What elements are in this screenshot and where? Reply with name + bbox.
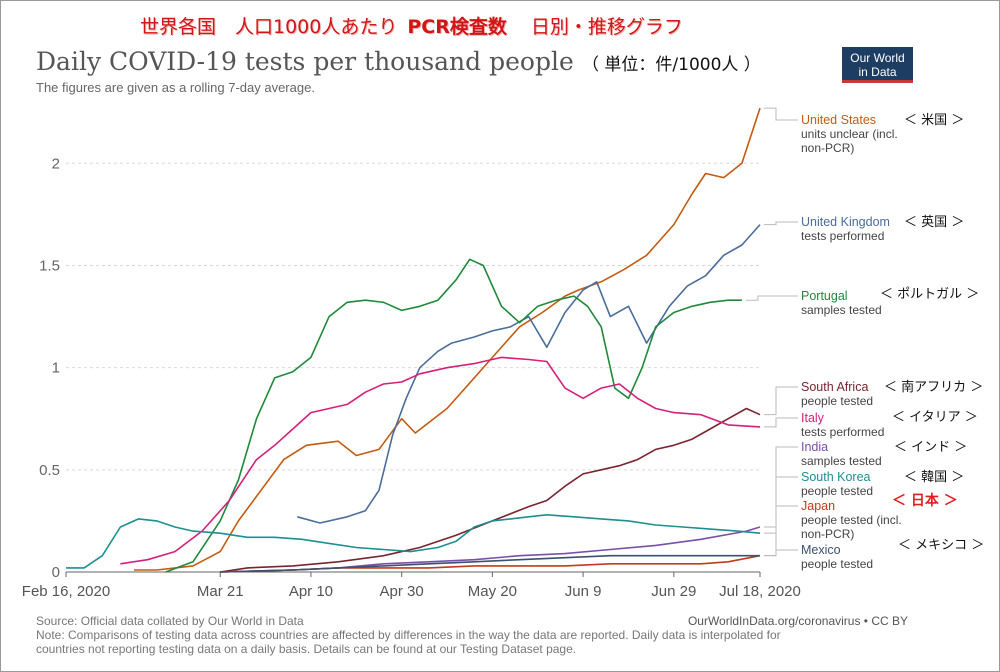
logo-line1: Our World (850, 51, 905, 65)
owid-logo[interactable]: Our World in Data (842, 47, 913, 83)
series-label: South Africa (801, 380, 868, 394)
x-tick-label: Apr 10 (289, 583, 333, 600)
footer-source: Source: Official data collated by Our Wo… (36, 614, 304, 628)
chart-title: Daily COVID-19 tests per thousand people (36, 47, 574, 76)
japanese-country-label: ＜ 日本 ＞ (892, 492, 958, 509)
japanese-title-part1: 世界各国 人口1000人あたり (140, 16, 398, 38)
x-tick-label: Jun 29 (651, 583, 696, 600)
series-line-mexico (220, 554, 760, 573)
series-detail: people tested (801, 394, 873, 408)
series-detail: tests performed (801, 425, 884, 439)
series-label: United Kingdom (801, 215, 890, 229)
japanese-title-pcr: PCR検査数 (407, 16, 507, 38)
y-tick-label: 0.5 (39, 462, 60, 479)
x-tick-label: Apr 30 (380, 583, 424, 600)
label-connector (764, 446, 798, 528)
series-label: India (801, 440, 828, 454)
unit-note: （ 単位：件/1000人 ） (582, 55, 761, 75)
x-tick-label: Feb 16, 2020 (22, 583, 110, 600)
footer-credit[interactable]: OurWorldInData.org/coronavirus • CC BY (687, 614, 908, 628)
label-connector (764, 476, 798, 534)
x-tick-label: Mar 21 (197, 583, 244, 600)
series-detail: people tested (801, 557, 873, 571)
footer-note-1: Note: Comparisons of testing data across… (36, 628, 781, 642)
y-tick-label: 2 (52, 155, 60, 172)
logo-line2: in Data (858, 65, 897, 79)
series-label: Mexico (801, 543, 841, 557)
japanese-country-label: ＜ インド ＞ (894, 440, 967, 455)
series-line-united-kingdom (297, 224, 761, 524)
series-label: Japan (801, 499, 835, 513)
label-connector (764, 107, 798, 121)
label-connector (764, 386, 798, 416)
series-detail: samples tested (801, 303, 882, 317)
y-tick-label: 1 (52, 360, 60, 377)
japanese-country-label: ＜ 英国 ＞ (904, 215, 964, 230)
series-detail-2: non-PCR) (801, 141, 854, 155)
series-label: United States (801, 113, 876, 127)
x-tick-label: Jul 18, 2020 (719, 583, 801, 600)
series-line-portugal (165, 258, 742, 573)
japanese-country-label: ＜ 南アフリカ ＞ (884, 379, 983, 395)
series-line-south-africa (220, 407, 761, 573)
series-detail-2: non-PCR) (801, 527, 854, 541)
label-connector (764, 417, 798, 428)
label-connector (764, 549, 798, 557)
series-line-italy (120, 356, 761, 565)
label-connector (764, 505, 798, 557)
series-line-south-korea (66, 514, 761, 569)
series-detail: people tested (801, 484, 873, 498)
series-detail: tests performed (801, 229, 884, 243)
x-tick-label: Jun 9 (565, 583, 602, 600)
series-detail: units unclear (incl. (801, 127, 898, 141)
japanese-title: 世界各国 人口1000人あたり PCR検査数 日別・推移グラフ (140, 12, 683, 39)
y-tick-label: 0 (52, 564, 60, 581)
series-detail: samples tested (801, 454, 882, 468)
series-label: South Korea (801, 470, 871, 484)
series-label: Italy (801, 411, 825, 425)
japanese-country-label: ＜ 韓国 ＞ (904, 470, 964, 485)
label-connector (764, 221, 798, 226)
japanese-country-label: ＜ イタリア ＞ (892, 410, 978, 425)
label-connector (745, 295, 798, 301)
series-line-united-states (134, 107, 761, 571)
series-label: Portugal (801, 289, 848, 303)
y-tick-label: 1.5 (39, 257, 60, 274)
series-detail: people tested (incl. (801, 513, 902, 527)
japanese-country-label: ＜ ポルトガル ＞ (880, 287, 979, 302)
chart-subtitle: The figures are given as a rolling 7-day… (36, 80, 315, 95)
footer-note-2: countries not reporting testing data on … (36, 642, 577, 656)
japanese-country-label: ＜ メキシコ ＞ (898, 538, 984, 553)
x-tick-label: May 20 (468, 583, 517, 600)
japanese-country-label: ＜ 米国 ＞ (904, 113, 964, 128)
japanese-title-part3: 日別・推移グラフ (530, 16, 683, 38)
